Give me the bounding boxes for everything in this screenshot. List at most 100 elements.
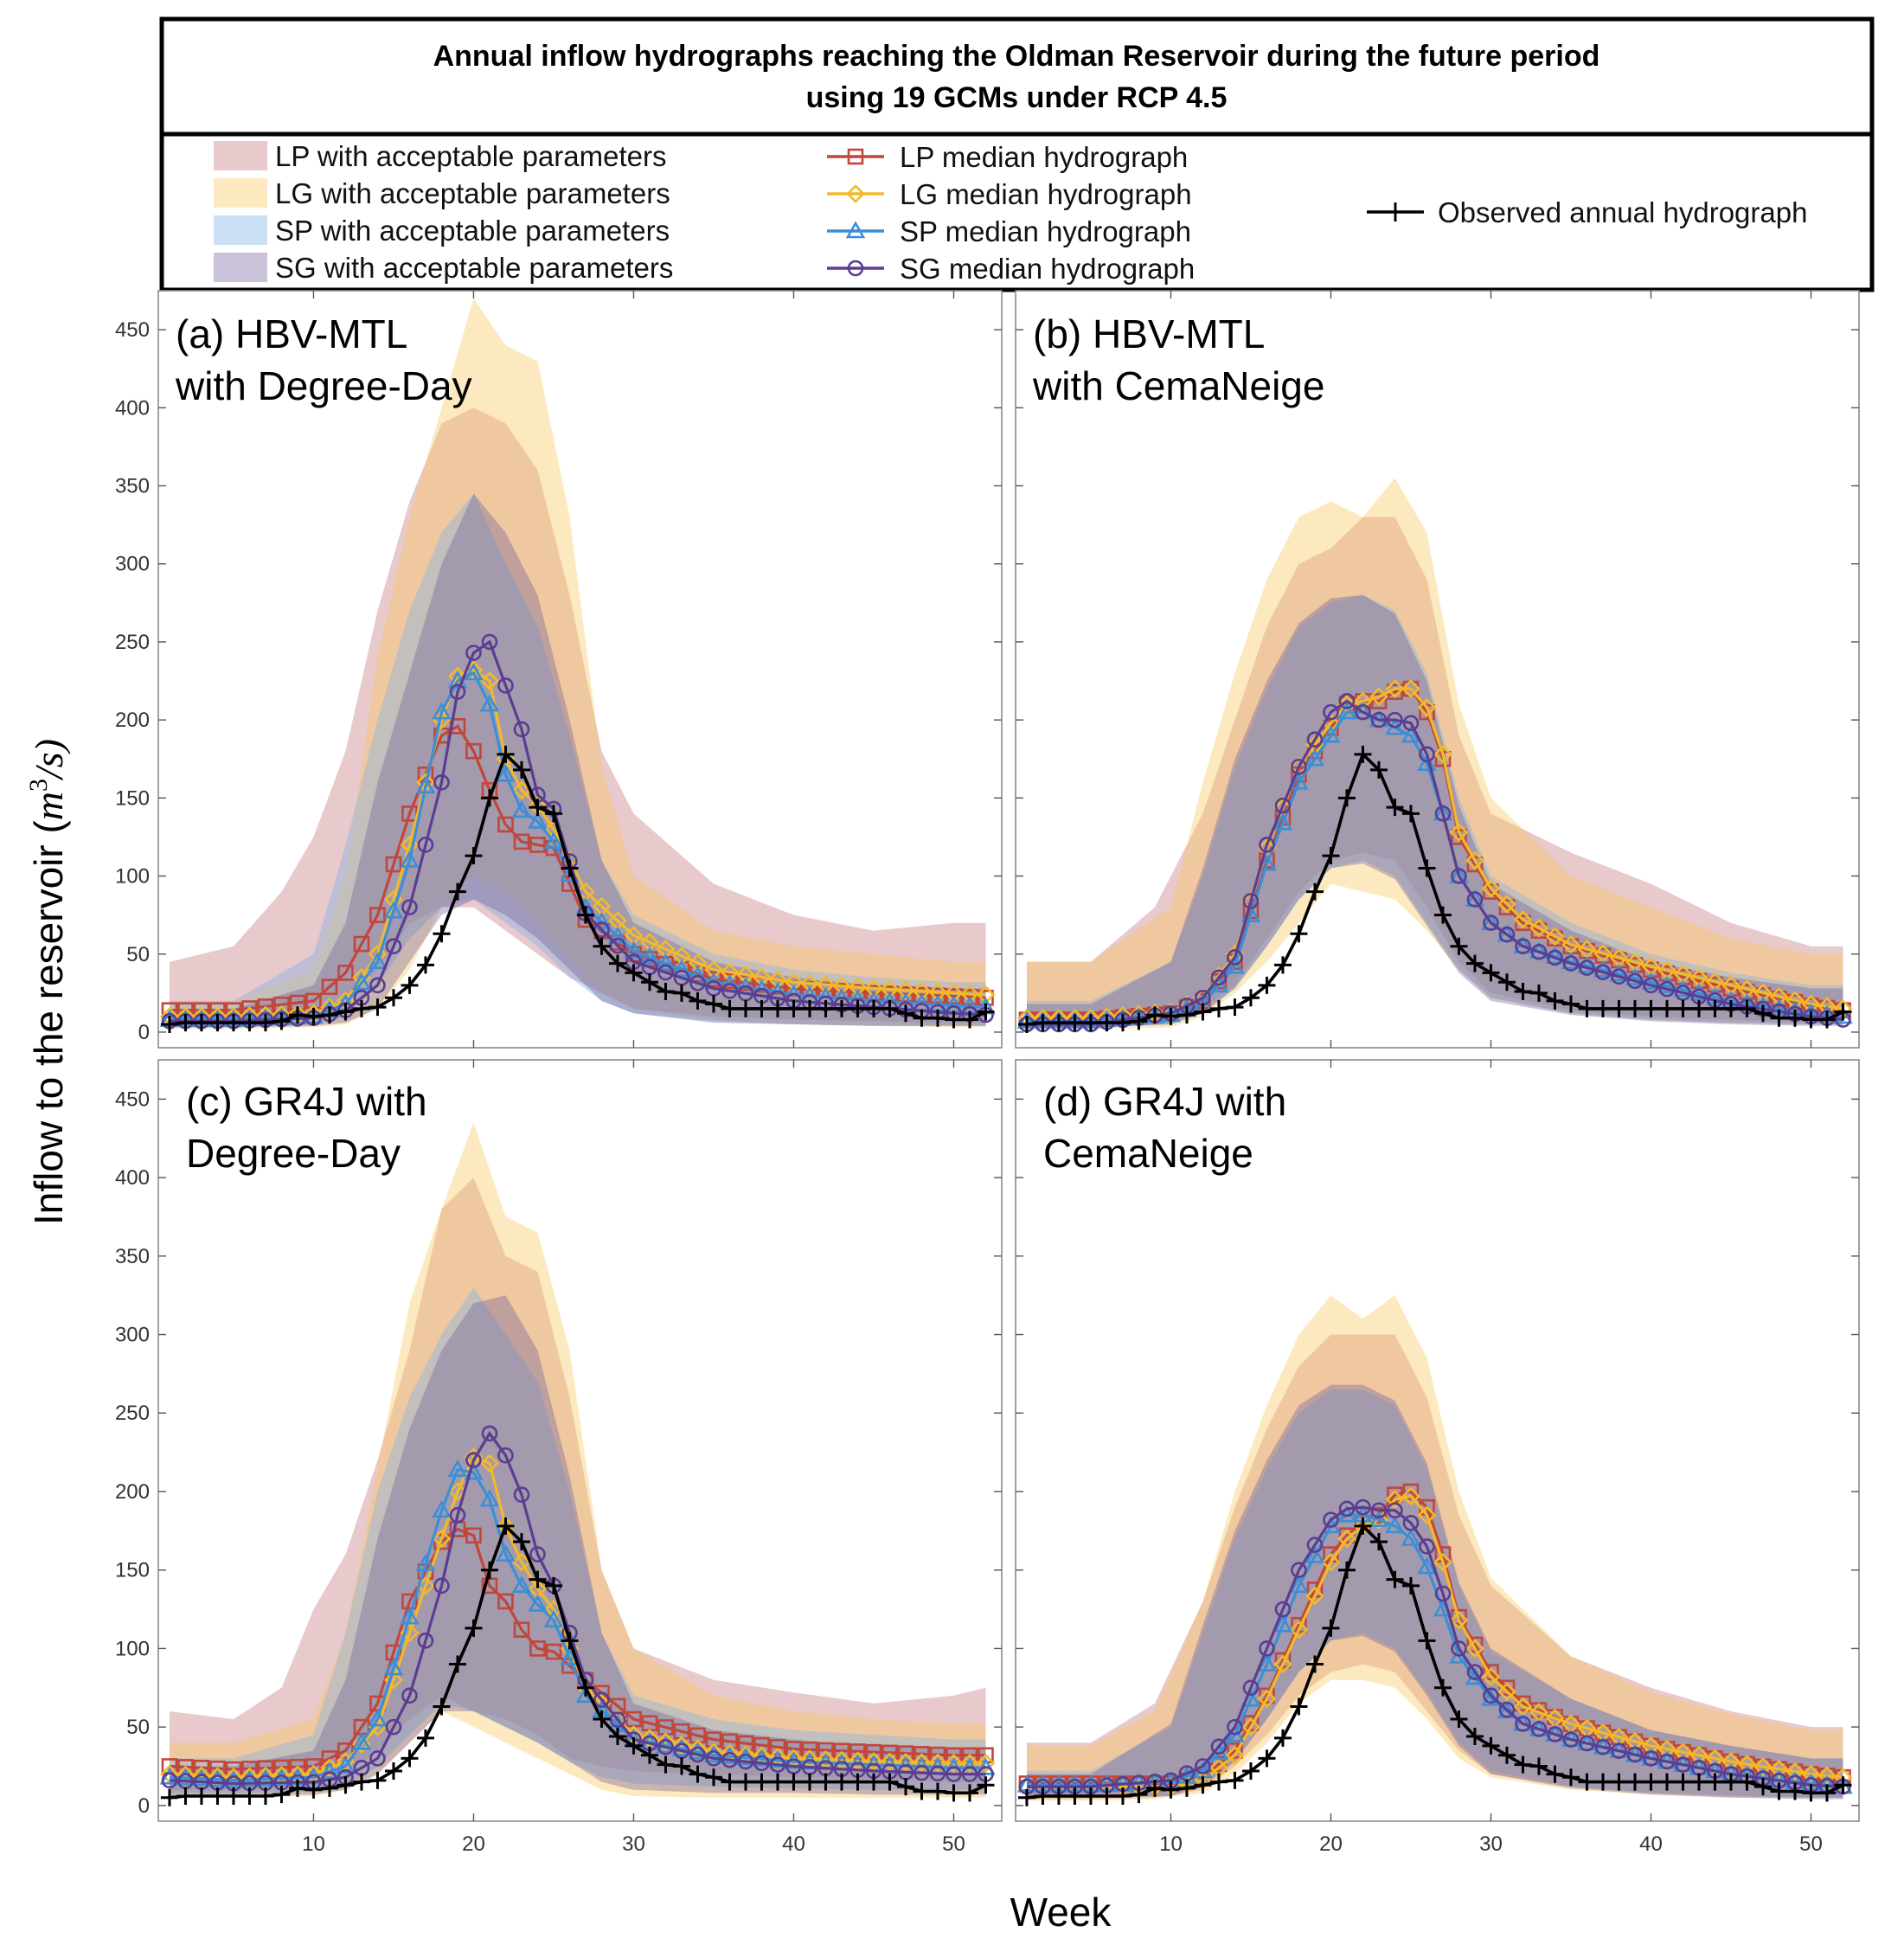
observed-marker: [672, 984, 690, 1002]
sg-median-marker: [1338, 1500, 1356, 1518]
observed-marker: [1145, 1779, 1164, 1797]
sp-median-marker: [656, 953, 676, 971]
sg-median-marker: [1498, 1701, 1516, 1718]
sp-median-marker: [511, 800, 532, 818]
observed-marker: [1130, 1012, 1148, 1030]
observed-marker: [1258, 1749, 1276, 1768]
observed-marker: [448, 882, 466, 901]
observed-marker: [657, 1755, 675, 1774]
observed-marker: [288, 1006, 306, 1024]
observed-marker: [1034, 1787, 1052, 1805]
sg-median-marker: [1562, 1731, 1580, 1748]
observed-marker: [1738, 1773, 1756, 1791]
lp-median-marker: [545, 1643, 562, 1660]
sp-median-marker: [1225, 956, 1245, 974]
sg-median-marker: [1242, 1679, 1260, 1697]
lg-band: [170, 298, 986, 1030]
sg-median-marker: [401, 899, 418, 915]
lp-median-marker: [465, 1527, 482, 1544]
observed-marker: [529, 799, 547, 817]
lg-median-marker: [1385, 679, 1405, 698]
observed-marker: [1401, 1576, 1420, 1595]
lg-median-marker: [928, 1753, 947, 1773]
observed-marker: [817, 1773, 835, 1791]
sp-median-marker: [1833, 1006, 1853, 1024]
sg-median-marker: [689, 975, 706, 991]
sg-median-marker: [1658, 980, 1676, 998]
observed-marker: [465, 847, 483, 865]
sg-median-marker: [1594, 1739, 1612, 1755]
lg-median-marker: [1433, 744, 1452, 764]
sp-median-marker: [159, 1767, 180, 1785]
lg-median-marker: [1417, 697, 1437, 717]
observed-marker: [1625, 1773, 1644, 1791]
sg-median-marker: [385, 1718, 402, 1736]
observed-marker: [1482, 964, 1500, 982]
sg-median-marker: [1611, 1742, 1627, 1760]
lp-median-marker: [946, 988, 962, 1004]
lg-median-marker: [1497, 1682, 1516, 1702]
sp-median-marker: [1657, 975, 1677, 993]
observed-marker: [1546, 991, 1564, 1010]
observed-marker: [1418, 859, 1436, 877]
panel-a: 0 50 100 150 200 250 300 350 400 450 (a) HBV-MTL wi…: [115, 290, 1003, 1049]
y-axis-label-exponent: 3: [24, 779, 53, 792]
observed-marker: [961, 1784, 978, 1802]
lg-median-marker: [1353, 691, 1373, 711]
lp-median-marker: [497, 1593, 514, 1610]
observed-marker: [832, 999, 850, 1017]
panel-a-label-line-2: with Degree-Day: [175, 363, 472, 408]
y-tick-label: 100: [115, 865, 150, 889]
lp-median-marker: [385, 856, 402, 873]
lp-median-marker: [497, 816, 514, 833]
lg-median-marker: [704, 1742, 723, 1762]
sp-median-marker: [1305, 1545, 1325, 1563]
sg-median-marker: [1626, 1746, 1644, 1763]
lg-median-marker: [912, 981, 932, 1001]
observed-marker: [1561, 995, 1580, 1013]
observed-marker: [721, 999, 739, 1017]
lg-median-marker: [848, 978, 868, 997]
sg-median-marker: [1626, 972, 1644, 990]
observed-marker: [1273, 956, 1292, 974]
observed-marker: [1066, 1014, 1084, 1032]
observed-marker: [176, 1014, 195, 1032]
lg-median-marker: [1385, 1490, 1405, 1509]
x-tick-label: 40: [782, 1832, 805, 1856]
observed-marker: [320, 1006, 338, 1024]
observed-marker: [1369, 760, 1388, 779]
lp-median-marker: [1259, 1687, 1275, 1704]
sp-median-marker: [383, 1658, 404, 1676]
observed-marker: [1674, 999, 1692, 1017]
observed-marker: [1113, 1787, 1132, 1805]
observed-marker: [1674, 1773, 1692, 1791]
sg-median-marker: [1419, 1538, 1435, 1555]
lp-median-marker: [914, 986, 930, 1004]
sp-median-marker: [543, 1610, 564, 1628]
observed-marker: [369, 1771, 387, 1789]
lg-median-marker: [800, 973, 819, 993]
sg-median-marker: [705, 1750, 722, 1767]
lg-median-marker: [1513, 910, 1533, 929]
observed-marker: [945, 1784, 963, 1802]
sg-median-marker: [593, 1691, 610, 1708]
sp-band: [170, 1287, 986, 1794]
sg-median-marker: [1483, 1687, 1499, 1704]
observed-marker: [208, 1787, 227, 1805]
observed-marker: [401, 1749, 419, 1768]
sg-median-marker: [721, 1751, 738, 1768]
lp-median-marker: [465, 742, 482, 760]
y-tick-label: 250: [115, 1402, 150, 1425]
lg-median-marker: [384, 1670, 403, 1690]
observed-marker: [608, 954, 626, 972]
lp-median-marker: [1483, 883, 1499, 900]
observed-marker: [1642, 1773, 1660, 1791]
y-axis-label-m: m: [27, 792, 71, 820]
lp-median-marker: [1498, 1679, 1516, 1697]
sp-median-marker: [383, 901, 404, 919]
panel-a-label-line-1: (a) HBV-MTL: [176, 311, 407, 356]
sg-median-marker: [1210, 969, 1228, 986]
lg-median-marker: [976, 1754, 996, 1773]
y-tick-label: 300: [115, 553, 150, 576]
x-tick-label: 40: [1639, 1832, 1663, 1856]
